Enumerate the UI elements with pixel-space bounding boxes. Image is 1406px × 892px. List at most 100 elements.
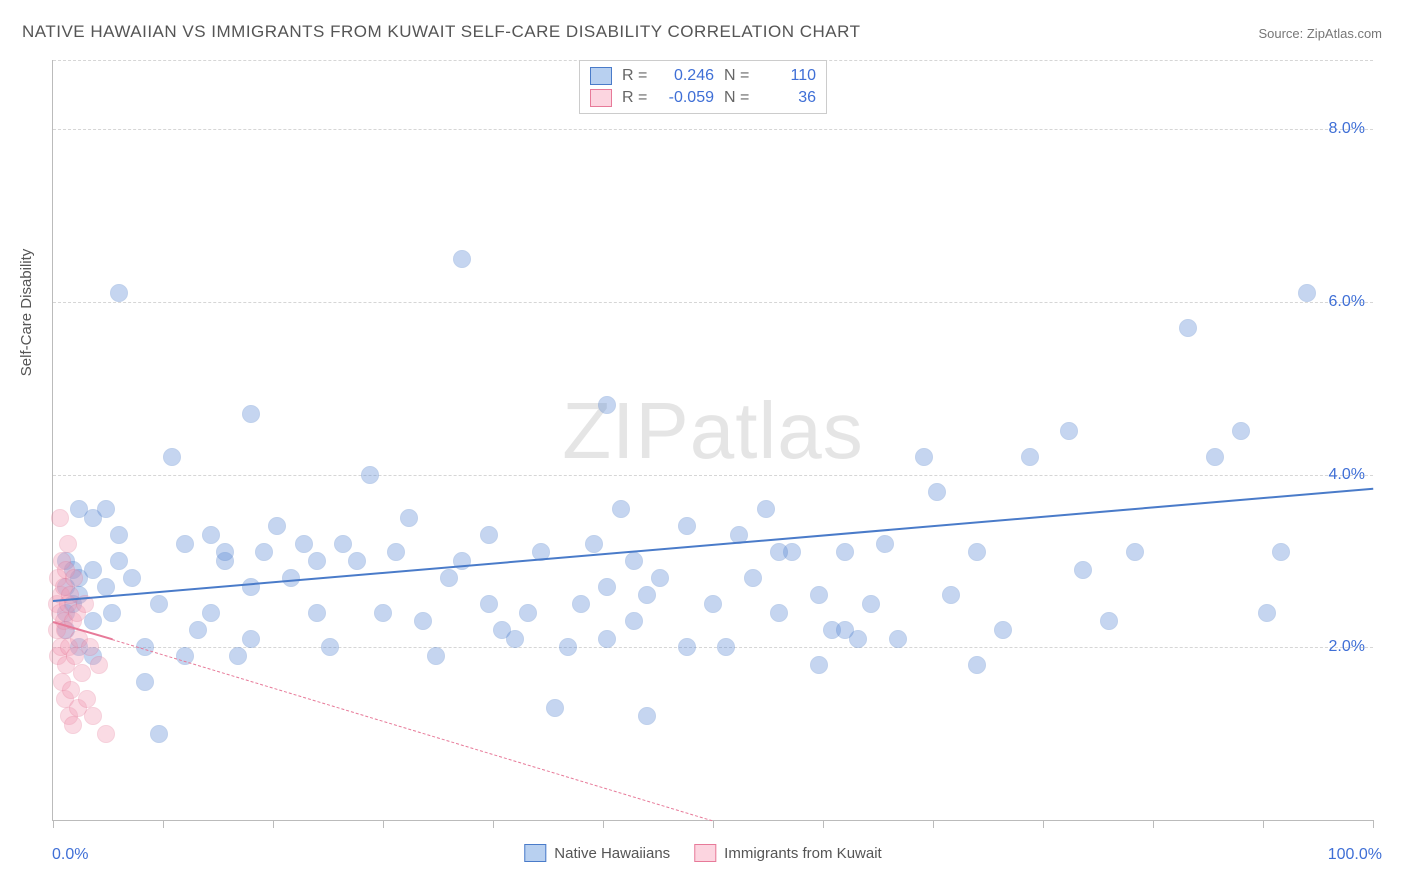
y-tick-label: 6.0% [1329,293,1365,311]
scatter-point [110,526,128,544]
scatter-point [994,621,1012,639]
scatter-point [427,647,445,665]
scatter-point [216,543,234,561]
legend-label: Native Hawaiians [554,845,670,862]
scatter-point [51,509,69,527]
scatter-point [110,552,128,570]
scatter-point [770,604,788,622]
scatter-point [1272,543,1290,561]
scatter-point [651,569,669,587]
scatter-point [136,673,154,691]
scatter-point [598,396,616,414]
scatter-point [295,535,313,553]
x-tick [713,820,714,828]
scatter-point [361,466,379,484]
legend-row-series-1: R = 0.246 N = 110 [590,65,816,87]
n-value: 110 [760,67,816,85]
x-tick [493,820,494,828]
scatter-point [334,535,352,553]
scatter-point [229,647,247,665]
scatter-point [97,725,115,743]
scatter-point [585,535,603,553]
gridline [53,129,1373,130]
scatter-point [1100,612,1118,630]
scatter-point [1298,284,1316,302]
r-value: 0.246 [658,67,714,85]
scatter-point [889,630,907,648]
scatter-point [638,707,656,725]
scatter-point [150,595,168,613]
scatter-point [480,595,498,613]
scatter-point [1074,561,1092,579]
scatter-point [84,561,102,579]
scatter-point [348,552,366,570]
scatter-point [440,569,458,587]
scatter-point [876,535,894,553]
n-label: N = [724,89,750,107]
scatter-point [163,448,181,466]
scatter-point [559,638,577,656]
scatter-point [97,578,115,596]
scatter-point [84,707,102,725]
series-legend: Native Hawaiians Immigrants from Kuwait [524,844,881,862]
scatter-point [625,552,643,570]
correlation-legend: R = 0.246 N = 110 R = -0.059 N = 36 [579,60,827,114]
scatter-point [1060,422,1078,440]
scatter-point [928,483,946,501]
y-tick-label: 2.0% [1329,638,1365,656]
x-tick [603,820,604,828]
scatter-point [572,595,590,613]
r-label: R = [622,89,648,107]
scatter-point [81,638,99,656]
x-tick [1373,820,1374,828]
scatter-point [598,578,616,596]
scatter-point [862,595,880,613]
scatter-point [202,604,220,622]
scatter-point [268,517,286,535]
scatter-point [836,543,854,561]
scatter-point [480,526,498,544]
legend-swatch [694,844,716,862]
scatter-point [1021,448,1039,466]
x-tick [163,820,164,828]
scatter-point [625,612,643,630]
x-tick [823,820,824,828]
x-axis-min-label: 0.0% [52,846,88,864]
scatter-point [836,621,854,639]
scatter-point [757,500,775,518]
scatter-point [59,535,77,553]
scatter-point [678,638,696,656]
scatter-point [1206,448,1224,466]
x-tick [53,820,54,828]
x-tick [1153,820,1154,828]
r-label: R = [622,67,648,85]
x-tick [1263,820,1264,828]
scatter-point [598,630,616,648]
scatter-point [242,405,260,423]
x-tick [273,820,274,828]
source-attribution: Source: ZipAtlas.com [1258,26,1382,41]
legend-row-series-2: R = -0.059 N = 36 [590,87,816,109]
scatter-point [744,569,762,587]
scatter-point [110,284,128,302]
x-tick [1043,820,1044,828]
watermark-light: atlas [690,386,864,475]
x-tick [933,820,934,828]
scatter-point [65,569,83,587]
scatter-point [810,586,828,604]
scatter-point [519,604,537,622]
scatter-point [678,517,696,535]
scatter-point [506,630,524,648]
scatter-point [123,569,141,587]
scatter-point [942,586,960,604]
scatter-point [968,543,986,561]
scatter-plot-area: ZIPatlas 2.0%4.0%6.0%8.0% [52,60,1373,821]
x-tick [383,820,384,828]
scatter-point [242,578,260,596]
scatter-point [414,612,432,630]
gridline [53,475,1373,476]
scatter-point [78,690,96,708]
scatter-point [546,699,564,717]
scatter-point [73,664,91,682]
scatter-point [915,448,933,466]
